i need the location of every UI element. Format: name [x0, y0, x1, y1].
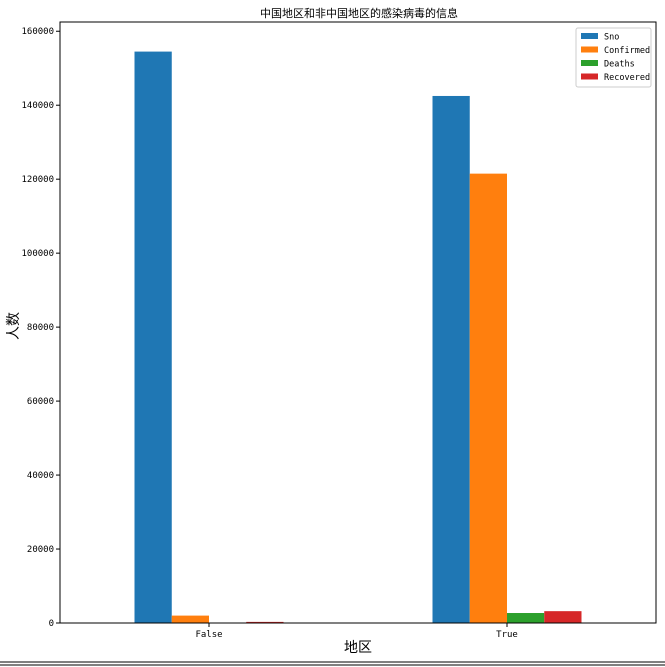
y-tick-label: 120000: [21, 175, 54, 185]
x-axis-label: 地区: [344, 640, 372, 656]
legend: Sno Confirmed Deaths Recovered: [575, 27, 652, 88]
legend-label: Sno: [604, 33, 619, 43]
bar: [134, 51, 172, 623]
legend-label: Confirmed: [604, 46, 650, 56]
plot-frame: [59, 21, 657, 624]
x-axis: False True: [195, 623, 518, 640]
legend-label: Deaths: [604, 60, 635, 70]
bar: [544, 611, 582, 623]
legend-swatch: [581, 60, 598, 66]
x-tick-label: True: [496, 630, 518, 640]
y-tick-label: 60000: [27, 397, 54, 407]
bar: [246, 621, 284, 623]
legend-swatch: [581, 73, 598, 80]
bar: [171, 615, 209, 623]
chart-title: 中国地区和非中国地区的感染病毒的信息: [260, 6, 458, 20]
legend-swatch: [581, 46, 598, 53]
bar: [507, 613, 545, 623]
y-tick-label: 140000: [21, 101, 54, 111]
y-tick-label: 80000: [27, 323, 54, 333]
legend-swatch: [581, 33, 598, 39]
y-tick-label: 0: [49, 619, 54, 629]
y-axis-label: 人数: [6, 312, 22, 340]
legend-label: Recovered: [604, 73, 650, 83]
y-tick-label: 160000: [21, 27, 54, 37]
y-tick-label: 40000: [27, 471, 54, 481]
bar: [469, 173, 507, 624]
y-axis: 0 20000 40000 60000 80000 100000 120000 140000 1…: [21, 27, 60, 629]
y-tick-label: 100000: [21, 249, 54, 259]
bars-group: [134, 51, 582, 624]
x-tick-label: False: [195, 630, 222, 640]
legend-frame: [575, 27, 652, 88]
bar: [432, 95, 470, 623]
y-tick-label: 20000: [27, 545, 54, 555]
